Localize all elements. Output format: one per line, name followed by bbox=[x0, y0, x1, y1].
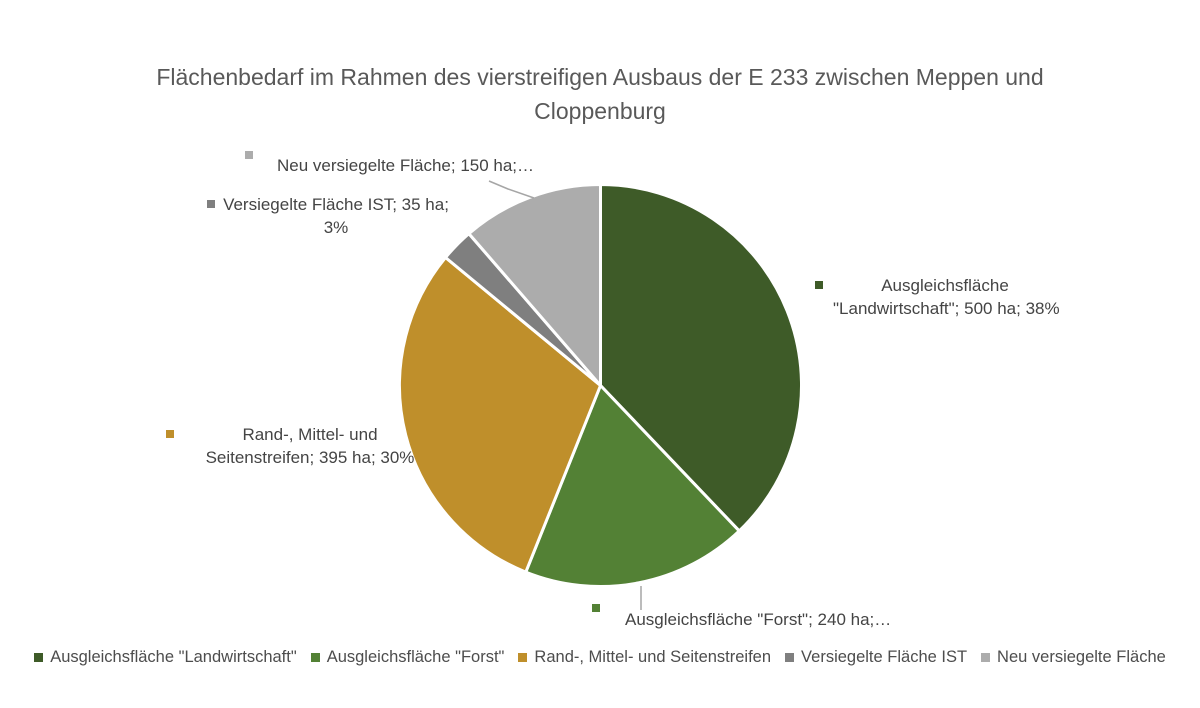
pie-slices bbox=[398, 183, 804, 588]
data-label-text: 3% bbox=[323, 218, 349, 237]
data-label-randstreifen: Rand-, Mittel- und Seitenstreifen; 395 h… bbox=[204, 423, 416, 469]
legend-key-randstreifen-icon bbox=[518, 653, 528, 662]
legend-item-versiegelte-ist[interactable]: Versiegelte Fläche IST bbox=[785, 648, 967, 667]
legend-item-landwirtschaft[interactable]: Ausgleichsfläche "Landwirtschaft" bbox=[34, 648, 297, 667]
data-label-text: Ausgleichsfläche "Forst"; 240 ha;… bbox=[625, 610, 892, 629]
data-label-text: Ausgleichsfläche bbox=[881, 276, 1009, 295]
legend-label: Ausgleichsfläche "Forst" bbox=[326, 648, 505, 666]
label-key-randstreifen-icon bbox=[166, 430, 174, 438]
legend-label: Versiegelte Fläche IST bbox=[801, 648, 968, 666]
data-label-text: Seitenstreifen; 395 ha; 30% bbox=[205, 448, 415, 467]
pie-slice-3[interactable] bbox=[398, 256, 602, 574]
pie-slice-2[interactable] bbox=[524, 384, 741, 588]
legend-key-forst-icon bbox=[310, 653, 320, 662]
legend-label: Rand-, Mittel- und Seitenstreifen bbox=[534, 648, 772, 666]
data-label-versiegelte-ist: Versiegelte Fläche IST; 35 ha; 3% bbox=[222, 193, 450, 239]
chart-legend: Ausgleichsfläche "Landwirtschaft" Ausgle… bbox=[0, 648, 1200, 667]
legend-label: Neu versiegelte Fläche bbox=[997, 648, 1166, 666]
chart-title: Flächenbedarf im Rahmen des vierstreifig… bbox=[156, 64, 1044, 124]
label-key-forst-icon bbox=[592, 604, 600, 612]
data-label-forst: Ausgleichsfläche "Forst"; 240 ha;… bbox=[625, 608, 891, 631]
legend-key-neu-versiegelte-icon bbox=[981, 653, 991, 662]
legend-key-versiegelte-ist-icon bbox=[785, 653, 795, 662]
label-key-landwirtschaft-icon bbox=[815, 281, 823, 289]
data-label-text: Rand-, Mittel- und bbox=[242, 425, 378, 444]
data-label-text: "Landwirtschaft"; 500 ha; 38% bbox=[833, 299, 1060, 318]
pie-slice-1[interactable] bbox=[599, 183, 804, 533]
data-label-landwirtschaft: Ausgleichsfläche "Landwirtschaft"; 500 h… bbox=[833, 274, 1060, 320]
leader-line-neu-versiegelte bbox=[488, 180, 535, 199]
data-label-text: Versiegelte Fläche IST; 35 ha; bbox=[223, 195, 449, 214]
label-key-neu-versiegelte-icon bbox=[245, 151, 253, 159]
legend-item-randstreifen[interactable]: Rand-, Mittel- und Seitenstreifen bbox=[518, 648, 771, 667]
legend-key-landwirtschaft-icon bbox=[34, 653, 44, 662]
label-key-versiegelte-ist-icon bbox=[207, 200, 215, 208]
legend-item-neu-versiegelte[interactable]: Neu versiegelte Fläche bbox=[981, 648, 1166, 667]
data-label-neu-versiegelte: Neu versiegelte Fläche; 150 ha;… bbox=[277, 154, 534, 177]
data-label-text: Neu versiegelte Fläche; 150 ha;… bbox=[277, 156, 535, 175]
legend-item-forst[interactable]: Ausgleichsfläche "Forst" bbox=[310, 648, 505, 667]
legend-label: Ausgleichsfläche "Landwirtschaft" bbox=[50, 648, 297, 666]
